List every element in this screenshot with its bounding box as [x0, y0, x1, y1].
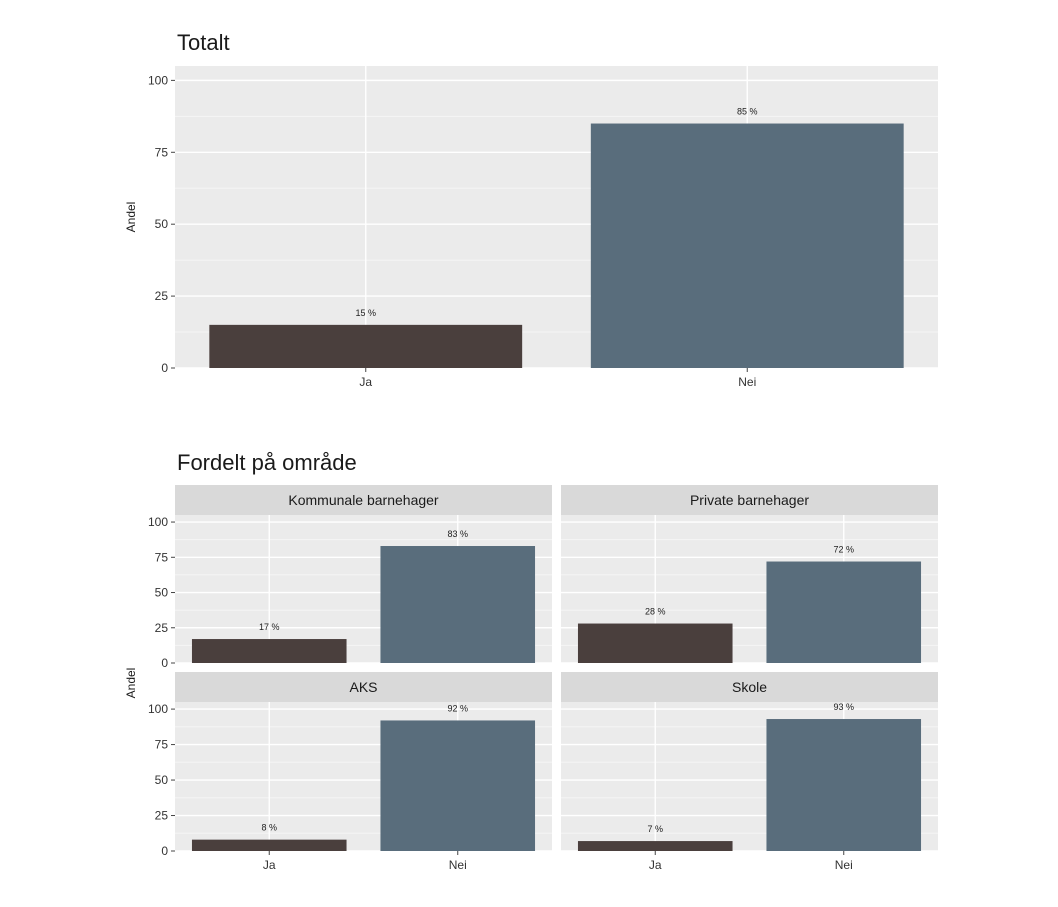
facet-2-x-tick-label: Nei — [449, 858, 467, 872]
facet-0-strip-label: Kommunale barnehager — [288, 492, 439, 508]
facet-0-y-tick-label: 100 — [148, 515, 168, 529]
facet-2-data-label-ja: 8 % — [261, 823, 277, 833]
facet-3-bar-ja — [577, 841, 733, 851]
facet-0-bar-nei — [380, 546, 536, 663]
facet-0-y-tick-label: 75 — [155, 550, 169, 564]
facet-2-data-label-nei: 92 % — [447, 703, 468, 713]
facet-3-bar-nei — [766, 719, 922, 851]
facet-panel-kommunale-barnehager: Kommunale barnehager 0 25 50 75 100 17 % 83 % — [148, 485, 552, 670]
totalt-data-label-ja: 15 % — [355, 308, 376, 318]
facet-1-data-label-ja: 28 % — [645, 607, 666, 617]
totalt-x-tick-label: Ja — [359, 375, 372, 389]
totalt-y-tick-label: 25 — [155, 289, 169, 303]
totalt-chart: 0 25 50 75 100 15 % 85 % Ja Nei Andel — [124, 66, 938, 389]
facet-y-axis-title: Andel — [124, 668, 138, 699]
facet-2-x-tick-label: Ja — [263, 858, 276, 872]
facet-2-y-tick-label: 100 — [148, 702, 168, 716]
facet-panel-aks: AKS 0 25 50 75 100 8 % 92 % Ja Nei — [148, 672, 552, 872]
facet-2-y-tick-label: 25 — [155, 809, 169, 823]
totalt-x-tick-label: Nei — [738, 375, 756, 389]
facet-2-strip-label: AKS — [349, 679, 377, 695]
totalt-y-tick-label: 100 — [148, 73, 168, 87]
facet-panel-skole: Skole 7 % 93 % Ja Nei — [561, 672, 938, 872]
facet-3-x-tick-label: Ja — [649, 858, 662, 872]
facet-1-data-label-nei: 72 % — [833, 545, 854, 555]
facet-3-data-label-ja: 7 % — [647, 824, 663, 834]
totalt-y-tick-label: 50 — [155, 217, 169, 231]
facet-1-bar-ja — [577, 623, 733, 663]
chart-title-totalt: Totalt — [177, 30, 230, 55]
facet-1-bar-nei — [766, 561, 922, 663]
facet-2-y-tick-label: 75 — [155, 738, 169, 752]
facet-2-y-tick-label: 0 — [161, 844, 168, 858]
facet-2-bar-ja — [191, 839, 347, 851]
facet-0-bar-ja — [191, 639, 347, 663]
facet-0-y-tick-label: 25 — [155, 621, 169, 635]
facet-2-bar-nei — [380, 720, 536, 851]
facet-3-strip — [561, 672, 938, 702]
facet-1-strip — [561, 485, 938, 515]
faceted-chart: Kommunale barnehager 0 25 50 75 100 17 % 83 % Pr… — [124, 485, 938, 872]
facet-3-x-tick-label: Nei — [835, 858, 853, 872]
facet-0-data-label-ja: 17 % — [259, 622, 280, 632]
facet-0-data-label-nei: 83 % — [447, 529, 468, 539]
facet-0-y-tick-label: 0 — [161, 656, 168, 670]
facet-panel-private-barnehager: Private barnehager 28 % 72 % — [561, 485, 938, 664]
totalt-y-axis-title: Andel — [124, 202, 138, 233]
facet-3-data-label-nei: 93 % — [833, 702, 854, 712]
totalt-bar-nei — [590, 123, 904, 369]
facet-0-y-tick-label: 50 — [155, 586, 169, 600]
facet-1-strip-label: Private barnehager — [690, 492, 809, 508]
totalt-data-label-nei: 85 % — [737, 107, 758, 117]
facet-2-strip — [175, 672, 552, 702]
facet-2-y-tick-label: 50 — [155, 773, 169, 787]
facet-0-strip — [175, 485, 552, 515]
totalt-bar-ja — [209, 324, 523, 368]
totalt-y-tick-label: 75 — [155, 145, 169, 159]
facet-3-strip-label: Skole — [732, 679, 767, 695]
totalt-y-tick-label: 0 — [161, 361, 168, 375]
chart-title-fordelt: Fordelt på område — [177, 450, 357, 475]
